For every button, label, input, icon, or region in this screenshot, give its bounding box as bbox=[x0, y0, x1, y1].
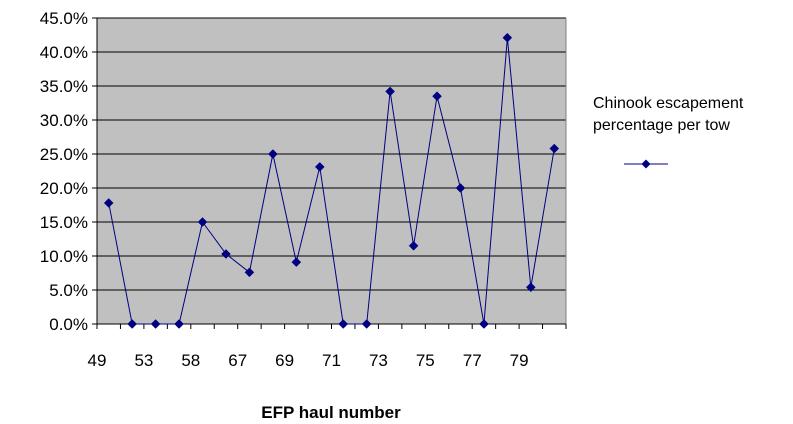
x-tick-label: 69 bbox=[275, 351, 294, 370]
y-axis-ticks: 0.0% 5.0% 10.0% 15.0% 20.0% 25.0% 30.0% 35.0% 40… bbox=[40, 9, 97, 334]
legend-key bbox=[624, 159, 668, 169]
x-axis-title: EFP haul number bbox=[261, 403, 401, 422]
data-point bbox=[127, 319, 138, 329]
plot-area bbox=[97, 18, 566, 324]
gridlines bbox=[97, 17, 566, 325]
data-point bbox=[197, 217, 208, 227]
data-point bbox=[291, 257, 302, 267]
y-tick-label: 30.0% bbox=[40, 111, 88, 130]
data-point bbox=[244, 267, 255, 278]
y-tick-label: 25.0% bbox=[40, 145, 88, 164]
legend-label-line2: percentage per tow bbox=[593, 117, 730, 134]
x-tick-label: 49 bbox=[88, 351, 107, 370]
x-tick-label: 79 bbox=[510, 351, 529, 370]
data-point bbox=[525, 282, 536, 293]
legend-label-line1: Chinook escapement bbox=[593, 95, 744, 112]
x-axis-ticks: 49 53 58 67 69 71 73 75 77 79 bbox=[88, 324, 567, 370]
data-point bbox=[385, 86, 395, 97]
data-point bbox=[268, 149, 278, 159]
data-point bbox=[502, 32, 513, 43]
data-point bbox=[221, 249, 231, 259]
series-chinook bbox=[103, 32, 560, 329]
x-tick-label: 77 bbox=[463, 351, 482, 370]
legend-marker bbox=[641, 159, 651, 169]
y-tick-label: 45.0% bbox=[40, 9, 88, 28]
data-point bbox=[549, 143, 560, 154]
data-point bbox=[361, 319, 372, 329]
data-point bbox=[432, 91, 442, 102]
data-point bbox=[174, 319, 184, 329]
data-point bbox=[150, 319, 161, 329]
data-point bbox=[479, 319, 489, 329]
data-point bbox=[314, 162, 325, 172]
data-point bbox=[103, 198, 114, 208]
x-tick-label: 75 bbox=[416, 351, 435, 370]
y-tick-label: 20.0% bbox=[40, 179, 88, 198]
data-point bbox=[338, 319, 349, 329]
x-tick-label: 71 bbox=[322, 351, 341, 370]
y-tick-label: 15.0% bbox=[40, 213, 88, 232]
y-tick-label: 5.0% bbox=[49, 281, 88, 300]
legend-label: Chinook escapement percentage per tow bbox=[593, 93, 793, 137]
x-tick-label: 67 bbox=[228, 351, 247, 370]
x-tick-label: 53 bbox=[134, 351, 153, 370]
y-tick-label: 0.0% bbox=[49, 315, 88, 334]
data-point bbox=[408, 240, 419, 251]
y-tick-label: 10.0% bbox=[40, 247, 88, 266]
x-tick-label: 58 bbox=[181, 351, 200, 370]
data-point bbox=[455, 183, 466, 193]
x-tick-label: 73 bbox=[369, 351, 388, 370]
y-tick-label: 35.0% bbox=[40, 77, 88, 96]
series-line bbox=[108, 37, 555, 325]
y-tick-label: 40.0% bbox=[40, 43, 88, 62]
